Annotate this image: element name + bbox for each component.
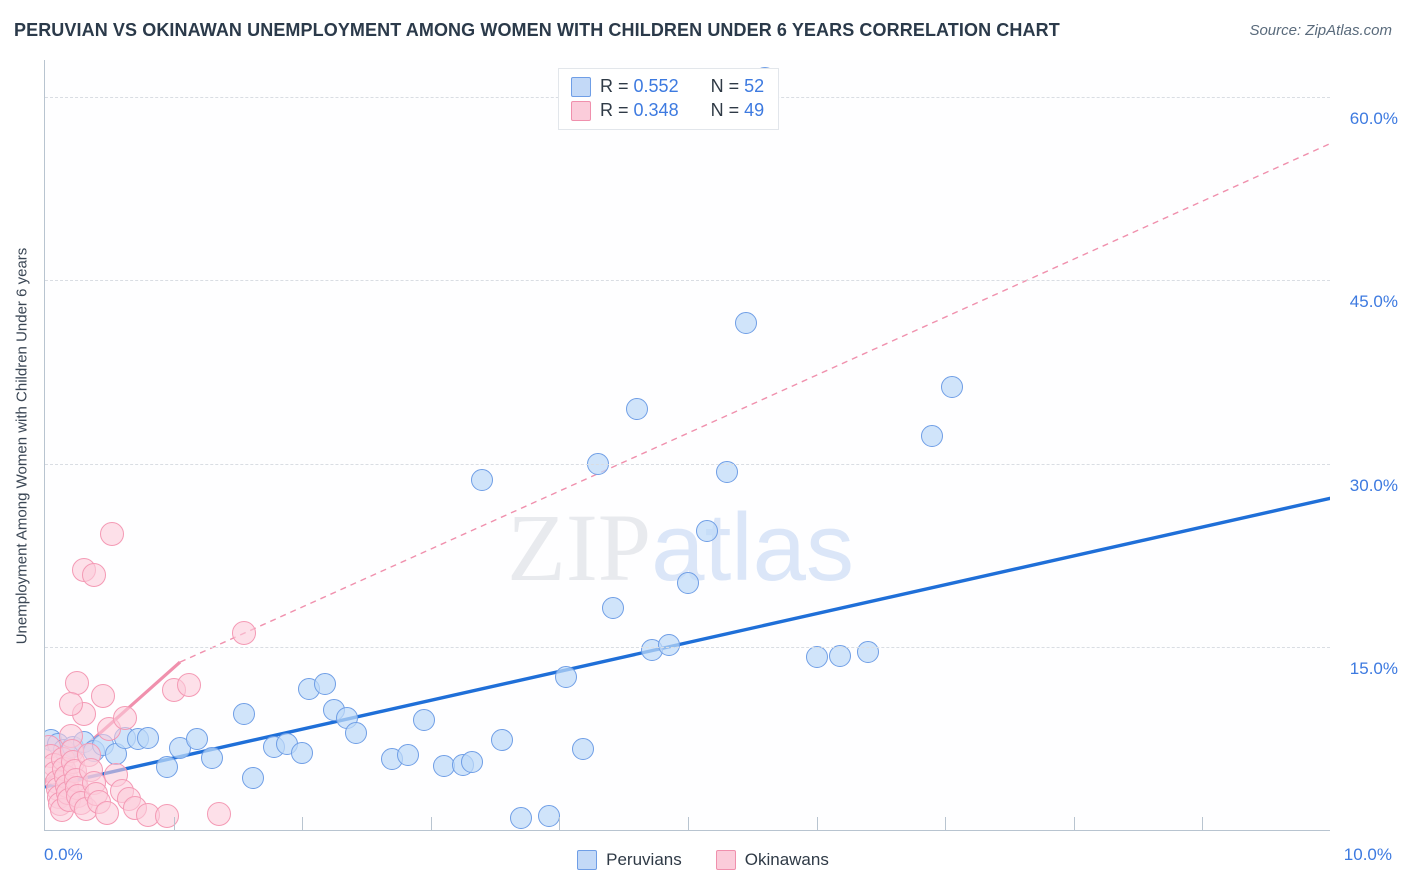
- datapoint-peruvians[interactable]: [857, 641, 880, 664]
- datapoint-peruvians[interactable]: [828, 644, 851, 667]
- datapoint-peruvians[interactable]: [602, 597, 625, 620]
- okinawans-n-value: 49: [744, 100, 765, 120]
- peruvians-n-value: 52: [744, 76, 765, 96]
- datapoint-peruvians[interactable]: [734, 312, 757, 335]
- datapoint-peruvians[interactable]: [940, 375, 963, 398]
- peruvians-swatch-icon: [571, 76, 591, 97]
- gridline-horizontal: [45, 463, 1330, 465]
- datapoint-okinawans[interactable]: [155, 804, 180, 829]
- datapoint-peruvians[interactable]: [657, 633, 680, 656]
- okinawans-r-key: R =: [600, 100, 629, 120]
- peruvians-r-value: 0.552: [633, 76, 679, 96]
- peruvians-legend-swatch-icon: [577, 850, 598, 870]
- datapoint-peruvians[interactable]: [345, 722, 368, 745]
- y-axis-tick-label: 45.0%: [1349, 292, 1398, 312]
- peruvians-r-key: R =: [600, 76, 629, 96]
- trendline-okinawans-dashed: [179, 142, 1330, 663]
- datapoint-peruvians[interactable]: [314, 673, 337, 696]
- datapoint-peruvians[interactable]: [291, 741, 314, 764]
- datapoint-peruvians[interactable]: [233, 702, 256, 725]
- okinawans-swatch-icon: [571, 100, 591, 121]
- y-axis-tick-label: 15.0%: [1349, 659, 1398, 679]
- page-title: PERUVIAN VS OKINAWAN UNEMPLOYMENT AMONG …: [14, 20, 1060, 40]
- y-axis-tick-label: 60.0%: [1349, 108, 1398, 128]
- datapoint-okinawans[interactable]: [58, 691, 83, 716]
- okinawans-r-value: 0.348: [633, 100, 679, 120]
- source-label: Source: ZipAtlas.com: [1249, 22, 1392, 39]
- legend-label-peruvians: Peruvians: [606, 850, 682, 869]
- datapoint-peruvians[interactable]: [413, 708, 436, 731]
- datapoint-peruvians[interactable]: [509, 806, 532, 829]
- stats-row-okinawans: R = 0.348 N = 49: [571, 100, 764, 121]
- plot-inner: ZIPatlas: [45, 60, 1330, 830]
- datapoint-peruvians[interactable]: [538, 805, 561, 828]
- gridline-horizontal: [45, 647, 1330, 649]
- datapoint-peruvians[interactable]: [571, 738, 594, 760]
- datapoint-peruvians[interactable]: [460, 751, 483, 774]
- datapoint-peruvians[interactable]: [201, 746, 224, 769]
- datapoint-peruvians[interactable]: [136, 726, 159, 749]
- legend-item-okinawans[interactable]: Okinawans: [715, 850, 829, 870]
- x-axis-tick: [1073, 817, 1075, 830]
- datapoint-peruvians[interactable]: [805, 646, 828, 669]
- datapoint-peruvians[interactable]: [696, 520, 719, 543]
- okinawans-n-key: N =: [710, 100, 740, 120]
- x-axis-tick: [173, 817, 175, 830]
- legend-item-peruvians[interactable]: Peruvians: [577, 850, 682, 870]
- correlation-stats-box: R = 0.552 N = 52 R = 0.348 N = 49: [558, 68, 780, 130]
- gridline-horizontal: [45, 280, 1330, 282]
- stats-row-peruvians: R = 0.552 N = 52: [571, 76, 764, 97]
- datapoint-peruvians[interactable]: [156, 756, 179, 779]
- x-axis-min-label: 0.0%: [44, 845, 83, 864]
- x-axis-tick: [302, 817, 304, 830]
- datapoint-peruvians[interactable]: [242, 767, 265, 790]
- x-axis-tick: [559, 817, 561, 830]
- datapoint-peruvians[interactable]: [471, 468, 494, 491]
- plot-area: ZIPatlas: [44, 60, 1330, 831]
- x-axis-tick: [816, 817, 818, 830]
- datapoint-okinawans[interactable]: [94, 800, 119, 825]
- peruvians-n-key: N =: [710, 76, 740, 96]
- x-axis-tick: [1202, 817, 1204, 830]
- series-legend: Peruvians Okinawans: [0, 850, 1406, 870]
- datapoint-okinawans[interactable]: [232, 620, 257, 645]
- datapoint-peruvians[interactable]: [185, 728, 208, 751]
- datapoint-okinawans[interactable]: [65, 670, 90, 695]
- datapoint-okinawans[interactable]: [177, 673, 202, 698]
- trendline-peruvians: [45, 496, 1330, 789]
- x-axis-tick: [688, 817, 689, 830]
- y-axis-tick-label: 30.0%: [1349, 475, 1398, 495]
- datapoint-peruvians[interactable]: [396, 744, 419, 767]
- datapoint-okinawans[interactable]: [99, 521, 124, 546]
- y-axis-title: Unemployment Among Women with Children U…: [13, 247, 31, 644]
- datapoint-peruvians[interactable]: [625, 397, 648, 420]
- datapoint-peruvians[interactable]: [554, 665, 577, 688]
- datapoint-okinawans[interactable]: [81, 563, 106, 588]
- x-axis-tick: [430, 817, 432, 830]
- datapoint-okinawans[interactable]: [206, 801, 231, 826]
- datapoint-okinawans[interactable]: [112, 706, 137, 731]
- x-axis-tick: [945, 817, 947, 830]
- legend-label-okinawans: Okinawans: [744, 850, 829, 869]
- datapoint-peruvians[interactable]: [490, 729, 513, 752]
- datapoint-peruvians[interactable]: [715, 461, 738, 484]
- datapoint-okinawans[interactable]: [90, 684, 115, 709]
- okinawans-legend-swatch-icon: [715, 850, 736, 870]
- x-axis-max-label: 10.0%: [1343, 845, 1392, 864]
- y-axis-title-container: Unemployment Among Women with Children U…: [8, 60, 36, 831]
- datapoint-peruvians[interactable]: [677, 571, 699, 594]
- datapoint-peruvians[interactable]: [921, 424, 944, 447]
